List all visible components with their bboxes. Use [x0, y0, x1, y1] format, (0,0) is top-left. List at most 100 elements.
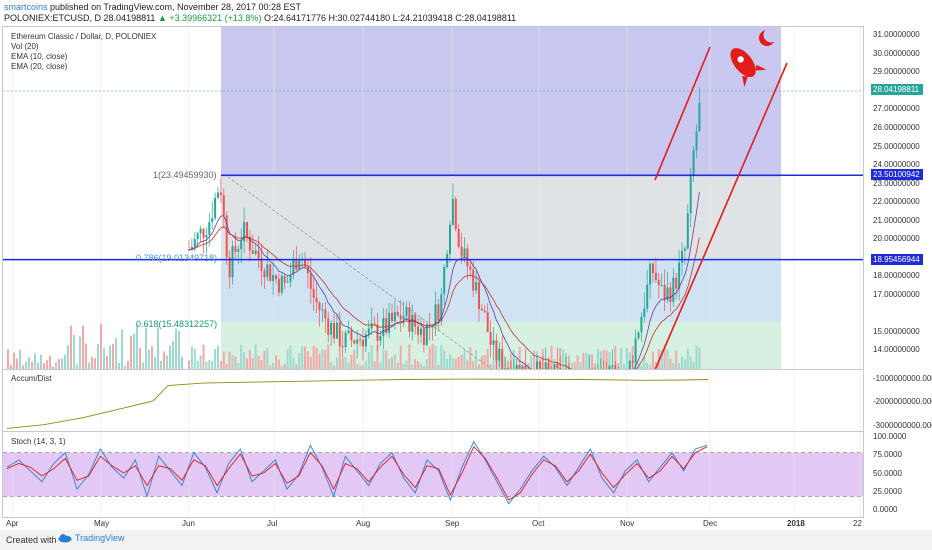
price-panel[interactable]: Ethereum Classic / Dollar, D, POLONIEX V…: [2, 26, 864, 371]
volume-bar: [364, 360, 367, 370]
time-tick-label: Jul: [267, 519, 278, 528]
price-tick-label: 15.00000000: [873, 326, 920, 336]
author-link[interactable]: smartcoins: [4, 2, 48, 12]
volume-bar: [672, 362, 675, 370]
price-tick-label: 29.00000000: [873, 67, 920, 77]
stoch-axis[interactable]: 100.0000 75.0000 50.0000 25.0000 0.0000: [863, 431, 932, 516]
price-change: ▲ +3.39966321 (+13.8%): [157, 13, 262, 23]
candle-body: [289, 274, 292, 282]
volume-bar: [309, 356, 312, 370]
created-with-text: Created with: [6, 535, 57, 545]
volume-bar: [376, 344, 379, 370]
trend-line-upper[interactable]: [654, 46, 711, 181]
volume-bar: [666, 349, 669, 370]
candle-body: [295, 260, 298, 270]
candle-body: [440, 294, 443, 322]
candle-body: [188, 249, 190, 251]
publish-line: smartcoins published on TradingView.com,…: [4, 2, 301, 12]
volume-bar: [275, 355, 277, 370]
volume-bar: [359, 365, 362, 370]
candle-body: [683, 248, 686, 251]
volume-bar: [298, 352, 301, 370]
candle-body: [315, 297, 318, 303]
candle-body: [689, 174, 692, 214]
candle-body: [408, 307, 411, 332]
volume-bar: [692, 362, 695, 370]
accum-tick-label: -3000000000.0000: [873, 421, 932, 431]
volume-bar: [260, 360, 263, 370]
volume-legend: Vol (20): [11, 42, 39, 51]
volume-bar: [335, 357, 338, 370]
volume-bar: [257, 355, 260, 370]
volume-bar: [88, 362, 90, 370]
close-value: C:28.04198811: [455, 13, 517, 23]
candle-body: [692, 150, 695, 175]
volume-bar: [347, 362, 350, 370]
candle-body: [663, 284, 666, 301]
candle-body: [321, 309, 324, 311]
volume-bar: [663, 344, 666, 370]
trend-line-lower[interactable]: [654, 62, 788, 370]
open-value: O:24.64171776: [263, 13, 327, 23]
volume-bar: [576, 355, 579, 370]
price-axis[interactable]: 31.0000000030.0000000029.0000000028.0000…: [863, 26, 932, 369]
candle-body: [478, 282, 480, 310]
candle-body: [370, 323, 373, 329]
accum-dist-axis[interactable]: -1000000000.0000 -2000000000.0000 -3000000…: [863, 369, 932, 431]
candle-body: [425, 324, 428, 345]
volume-bar: [286, 349, 289, 370]
accum-dist-chart: [6, 370, 861, 432]
volume-bar: [533, 350, 536, 370]
ema10-legend: EMA (10, close): [11, 52, 68, 61]
price-tick-label: 27.00000000: [873, 104, 920, 114]
volume-bar: [492, 360, 495, 370]
candle-body: [686, 213, 689, 249]
candle-body: [222, 195, 225, 216]
stoch-title: Stoch (14, 3, 1): [11, 437, 66, 446]
volume-bar: [67, 345, 69, 370]
volume-bar: [312, 345, 315, 370]
tradingview-logo[interactable]: TradingView: [58, 533, 125, 543]
accum-dist-title: Accum/Dist: [11, 374, 52, 383]
volume-bar: [530, 355, 533, 370]
volume-bar: [139, 347, 141, 370]
volume-bar: [130, 335, 132, 370]
low-value: L:24.21039418: [392, 13, 453, 23]
candle-body: [518, 365, 521, 370]
candle-body: [411, 314, 414, 332]
candle-body: [248, 236, 251, 251]
candle-body: [388, 312, 391, 333]
price-chart[interactable]: [3, 27, 863, 370]
candle-body: [495, 340, 498, 361]
candle-body: [454, 198, 457, 230]
candle-body: [637, 332, 640, 339]
volume-bar: [28, 357, 30, 370]
stoch-panel[interactable]: Stoch (14, 3, 1): [2, 431, 864, 518]
candle-body: [669, 287, 672, 302]
candle-body: [231, 246, 234, 278]
candle-body: [489, 332, 492, 345]
candle-body: [405, 307, 408, 317]
volume-bar: [10, 364, 12, 370]
volume-bar: [478, 364, 480, 370]
candle-body: [643, 308, 646, 317]
volume-bar: [318, 353, 321, 370]
volume-bar: [428, 346, 431, 370]
candle-body: [304, 258, 306, 267]
volume-bar: [34, 353, 36, 370]
candle-body: [196, 233, 199, 240]
volume-bar: [121, 329, 123, 370]
last-price: 28.04198811: [103, 13, 156, 23]
volume-bar: [573, 362, 576, 370]
volume-bar: [272, 362, 275, 370]
volume-bar: [166, 355, 168, 370]
volume-bar: [605, 350, 608, 370]
volume-bar: [640, 365, 643, 370]
time-axis[interactable]: Apr May Jun Jul Aug Sep Oct Nov Dec 2018 22: [2, 516, 862, 530]
candle-body: [483, 310, 486, 313]
volume-bar: [163, 351, 165, 370]
candle-body: [463, 248, 466, 257]
volume-bar: [106, 355, 108, 370]
accum-dist-panel[interactable]: Accum/Dist: [2, 369, 864, 433]
volume-bar: [681, 356, 683, 370]
